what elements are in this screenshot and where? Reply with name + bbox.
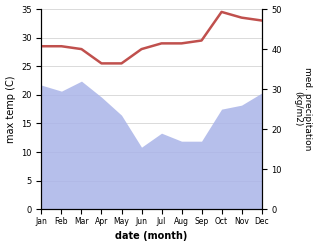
Y-axis label: max temp (C): max temp (C) [5, 75, 16, 143]
Y-axis label: med. precipitation
(kg/m2): med. precipitation (kg/m2) [293, 67, 313, 151]
X-axis label: date (month): date (month) [115, 231, 188, 242]
